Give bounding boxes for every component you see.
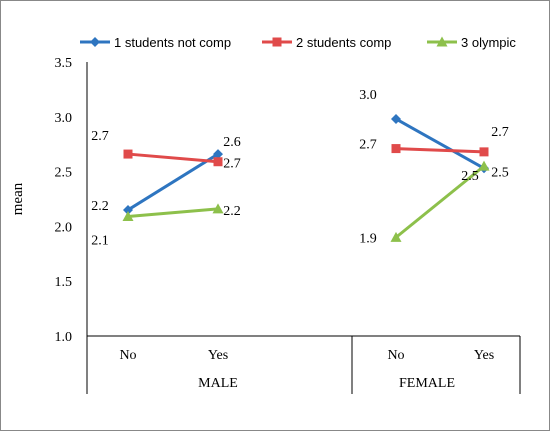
series-line [127,152,219,164]
square-marker [391,144,401,154]
series-3: 2.1 2.2 1.9 2.5 [91,160,490,249]
data-label: 3.0 [359,88,377,103]
triangle-marker [436,36,448,47]
y-tick-label: 1.5 [55,275,73,290]
diamond-marker [391,113,401,124]
series-1: 2.2 2.6 3.0 2.5 [91,88,509,215]
data-label: 1.9 [359,231,377,246]
group-label: MALE [198,376,238,391]
diamond-marker [90,37,100,47]
data-label: 2.6 [223,135,241,150]
x-tick-label: No [119,348,136,363]
y-tick-label: 1.0 [55,330,73,345]
y-tick-label: 3.5 [55,56,73,71]
triangle-marker [122,211,134,222]
data-label: 2.1 [91,234,109,249]
triangle-marker [478,160,490,171]
legend-item-2: 2 students comp [262,35,391,50]
x-tick-label: No [387,348,404,363]
series-line [395,164,485,239]
series-line [395,117,485,170]
series-line [127,207,219,219]
legend-label: 2 students comp [296,35,391,50]
data-label: 2.7 [491,125,509,140]
legend-label: 3 olympic [461,35,516,50]
series-line [395,147,485,154]
group-label: FEMALE [399,376,455,391]
data-label: 2.2 [223,204,241,219]
square-marker [213,157,223,167]
series-marks: 2.2 2.6 3.0 2.5 2.7 2.7 2.7 2.7 2.1 2.2 1.9 2.5 [91,88,509,249]
data-label: 2.7 [91,129,109,144]
series-line [127,152,219,212]
diamond-marker [123,204,133,215]
axes: 1.0 1.5 2.0 2.5 3.0 3.5 mean No Yes MALE No Yes FEMA… [10,56,521,394]
triangle-marker [212,203,224,214]
square-marker [479,147,489,157]
data-label: 2.5 [491,165,509,180]
x-tick-label: Yes [474,348,494,363]
data-label: 2.7 [359,138,377,153]
legend-label: 1 students not comp [114,35,231,50]
data-label: 2.2 [91,199,109,214]
square-marker [123,149,133,159]
y-tick-label: 2.5 [55,166,73,181]
data-label: 2.7 [223,157,241,172]
x-tick-label: Yes [208,348,228,363]
diamond-marker [213,149,223,160]
y-tick-label: 3.0 [55,111,73,126]
y-tick-label: 2.0 [55,220,73,235]
y-axis-title: mean [10,182,26,215]
triangle-marker [390,231,402,242]
series-2: 2.7 2.7 2.7 2.7 [91,125,509,172]
square-marker [272,37,282,47]
data-label: 2.5 [461,169,479,184]
legend-item-3: 3 olympic [427,35,516,50]
legend: 1 students not comp 2 students comp 3 olym… [80,35,516,50]
legend-item-1: 1 students not comp [80,35,231,50]
